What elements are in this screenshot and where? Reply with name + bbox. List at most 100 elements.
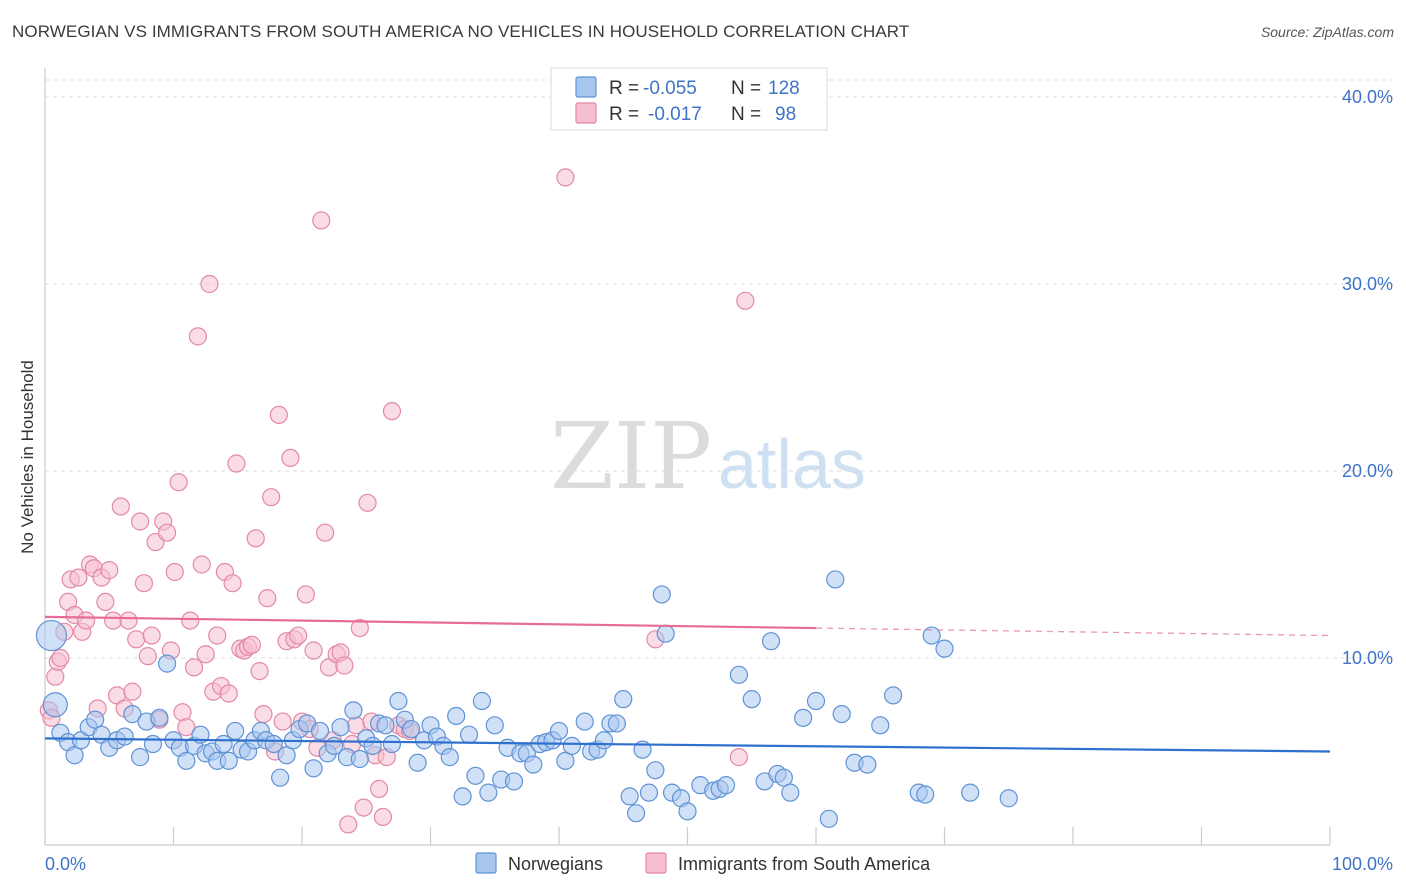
immigrants-trend-line-dashed xyxy=(815,627,1331,637)
chart-title: NORWEGIAN VS IMMIGRANTS FROM SOUTH AMERI… xyxy=(12,22,910,41)
immigrants-point xyxy=(289,626,308,645)
bottom-legend-norwegians: Norwegians xyxy=(508,854,603,874)
norwegians-point xyxy=(408,753,427,772)
legend-r-label: R = xyxy=(609,78,639,99)
immigrants-point xyxy=(138,647,157,666)
norwegians-point xyxy=(858,755,877,774)
norwegians-point xyxy=(447,706,466,726)
legend-n-value: 128 xyxy=(768,78,800,99)
immigrants-point xyxy=(373,807,393,827)
norwegians-point xyxy=(742,690,761,709)
norwegians-point xyxy=(794,708,813,727)
norwegians-point xyxy=(219,751,238,770)
y-tick-label: 20.0% xyxy=(1342,461,1393,481)
immigrants-point xyxy=(165,562,184,582)
norwegians-point xyxy=(607,714,626,733)
norwegians-point xyxy=(157,654,177,673)
norwegians-point xyxy=(363,736,382,755)
norwegians-point xyxy=(614,690,633,709)
immigrants-point xyxy=(181,611,200,630)
norwegians-point xyxy=(115,727,134,746)
grid-lines xyxy=(45,79,1395,659)
immigrants-point xyxy=(69,568,88,587)
immigrants-point xyxy=(104,611,123,630)
immigrants-point xyxy=(556,168,575,187)
norwegians-point xyxy=(781,783,800,802)
norwegians-point xyxy=(350,749,369,769)
immigrants-point xyxy=(130,512,150,531)
norwegians-point xyxy=(310,721,330,741)
immigrants-point xyxy=(223,574,242,593)
immigrants-point xyxy=(273,712,292,731)
legend-n-label: N = xyxy=(731,104,761,125)
immigrants-point xyxy=(119,611,138,630)
immigrants-point xyxy=(358,493,377,512)
norwegians-point xyxy=(376,716,395,735)
immigrants-point xyxy=(316,523,335,542)
immigrants-point xyxy=(354,798,373,817)
y-tick-label: 40.0% xyxy=(1342,87,1393,107)
immigrants-point xyxy=(157,523,177,542)
norwegians-point xyxy=(678,802,697,821)
immigrants-point xyxy=(281,448,300,468)
immigrants-point xyxy=(192,555,211,574)
chart-source: Source: ZipAtlas.com xyxy=(1260,24,1394,40)
immigrants-point xyxy=(227,454,246,473)
immigrants-point xyxy=(200,274,219,294)
x-tick-label: 0.0% xyxy=(45,854,86,874)
bottom-legend-immigrants: Immigrants from South America xyxy=(678,854,931,874)
y-tick-label: 10.0% xyxy=(1342,648,1393,668)
norwegians-point xyxy=(389,691,408,711)
norwegians-point xyxy=(271,768,290,787)
norwegians-point xyxy=(504,772,524,791)
immigrants-point xyxy=(96,592,115,612)
norwegians-point xyxy=(806,691,826,711)
watermark-atlas: atlas xyxy=(718,425,866,503)
norwegians-point xyxy=(883,686,903,705)
norwegians-point xyxy=(65,746,84,765)
trend-lines xyxy=(44,615,1331,753)
norwegians-point xyxy=(999,789,1018,808)
norwegians-point xyxy=(304,759,323,778)
legend-n-label: N = xyxy=(731,78,761,99)
immigrants-point xyxy=(304,641,323,660)
immigrants-point xyxy=(196,645,215,664)
norwegians-point xyxy=(832,704,851,724)
immigrants-point xyxy=(208,626,227,645)
norwegians-point xyxy=(524,755,543,774)
norwegians-point xyxy=(594,731,614,750)
series-immigrants-points xyxy=(39,168,755,834)
immigrants-point xyxy=(100,561,119,580)
legend: R = -0.055 N = 128 R = -0.017 N = 98 xyxy=(550,67,828,131)
immigrants-point xyxy=(350,618,369,638)
norwegians-point xyxy=(143,734,163,754)
norwegians-point xyxy=(440,748,459,767)
immigrants-point xyxy=(142,626,161,645)
legend-n-value: 98 xyxy=(775,104,796,125)
immigrants-point xyxy=(173,703,192,722)
immigrants-point xyxy=(250,661,269,681)
bottom-legend: Norwegians Immigrants from South America xyxy=(475,852,931,874)
norwegians-point xyxy=(729,665,749,684)
norwegians-point xyxy=(575,712,594,731)
axes xyxy=(44,68,1331,846)
norwegians-point xyxy=(871,716,890,735)
norwegians-point xyxy=(459,725,479,744)
immigrants-point xyxy=(127,630,146,649)
immigrants-point xyxy=(370,779,389,799)
x-tick-labels: 0.0% 100.0% xyxy=(45,854,1393,874)
immigrants-point xyxy=(246,529,265,548)
norwegians-point xyxy=(123,704,142,724)
legend-swatch-norwegians xyxy=(575,76,597,98)
y-tick-labels: 10.0% 20.0% 30.0% 40.0% xyxy=(1342,87,1393,668)
norwegians-point xyxy=(556,751,575,770)
norwegians-point xyxy=(961,783,980,802)
legend-r-label: R = xyxy=(609,104,639,125)
norwegians-point xyxy=(485,716,504,735)
immigrants-point xyxy=(736,291,755,310)
norwegians-point xyxy=(344,701,363,720)
immigrants-point xyxy=(729,748,749,767)
legend-r-value: -0.017 xyxy=(648,104,702,125)
legend-box xyxy=(550,67,828,131)
